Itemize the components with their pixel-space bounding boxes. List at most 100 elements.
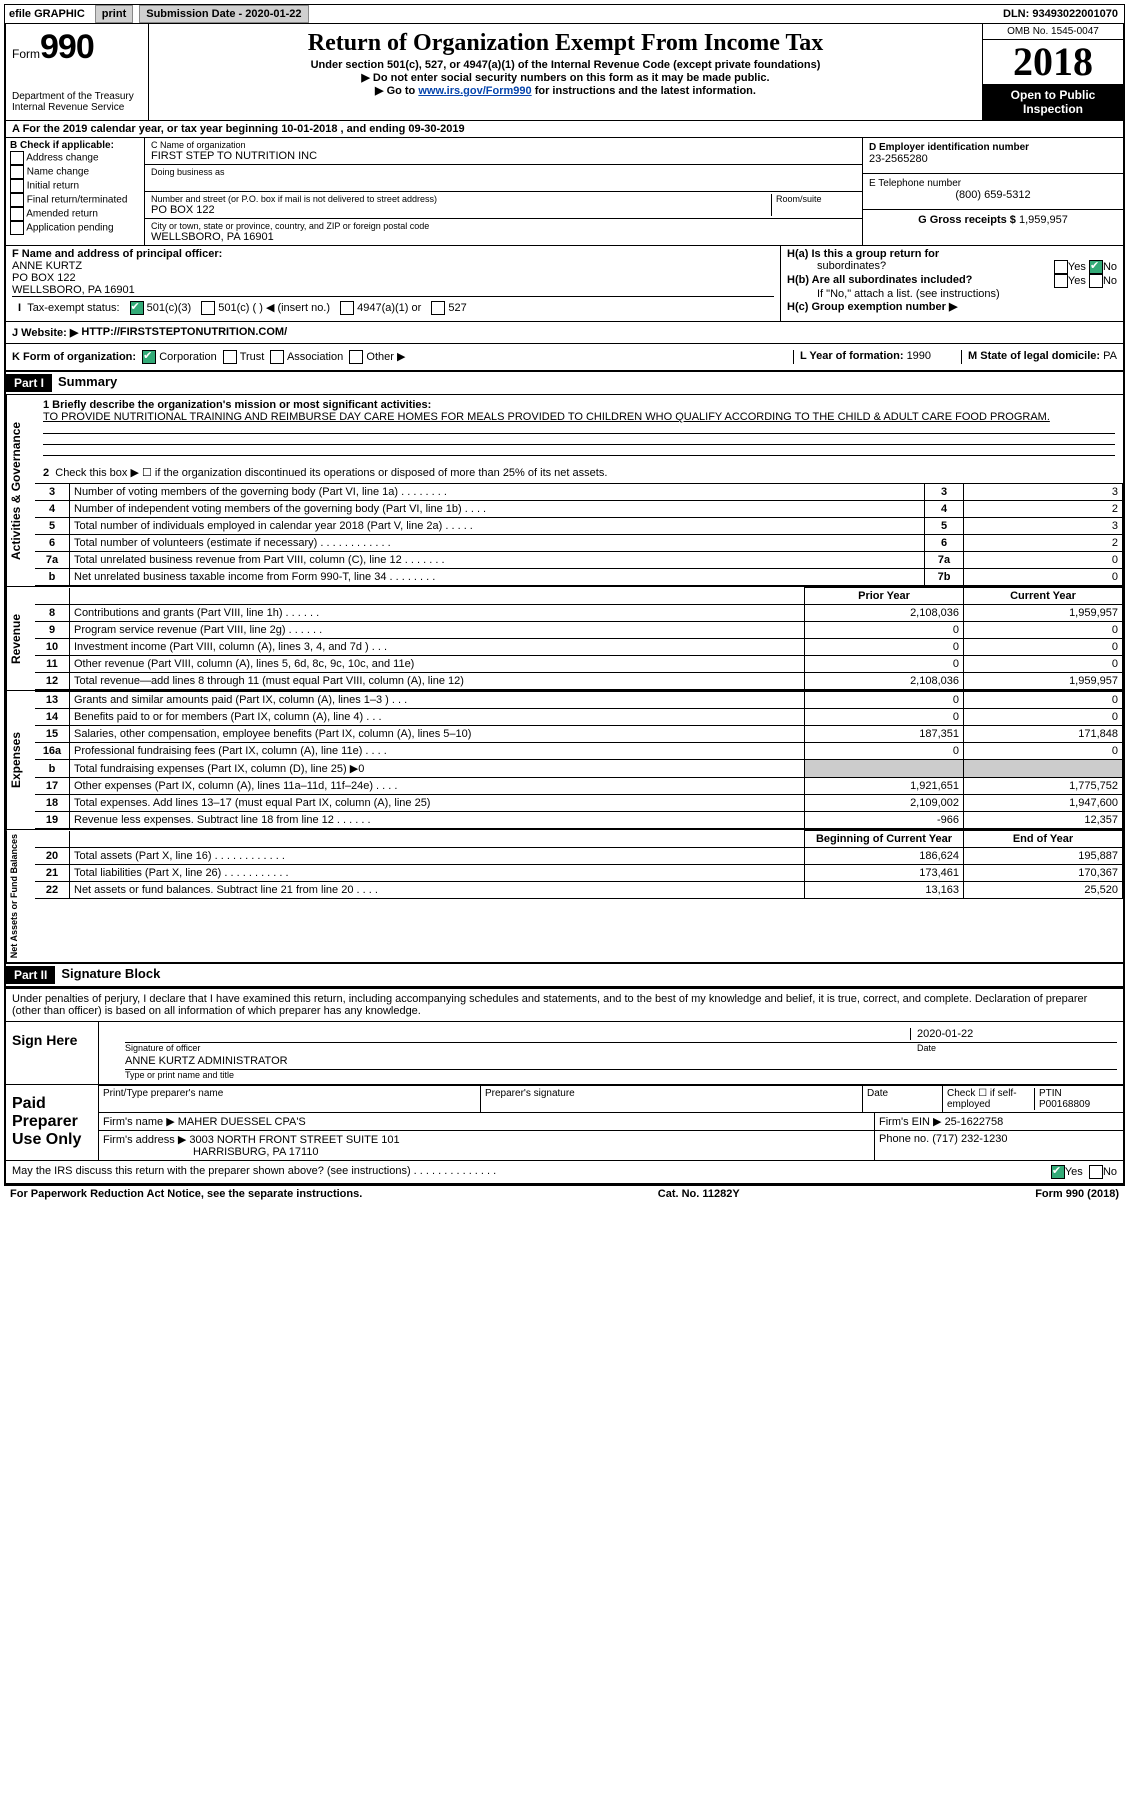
- dept-label: Department of the Treasury: [12, 91, 142, 102]
- section-f: F Name and address of principal officer:…: [6, 246, 780, 321]
- officer-name: ANNE KURTZ: [12, 260, 774, 272]
- sign-here-label: Sign Here: [6, 1022, 99, 1084]
- ha-yes[interactable]: [1054, 260, 1068, 274]
- submission-date-button[interactable]: Submission Date - 2020-01-22: [139, 5, 308, 23]
- sidebar-revenue: Revenue: [6, 587, 35, 690]
- officer-street: PO BOX 122: [12, 272, 774, 284]
- part1-title: Summary: [52, 374, 117, 392]
- section-c: C Name of organization FIRST STEP TO NUT…: [145, 138, 862, 245]
- tax-exempt-label: Tax-exempt status:: [27, 302, 119, 314]
- firm-ein: 25-1622758: [945, 1116, 1004, 1128]
- checkbox-address[interactable]: [10, 151, 24, 165]
- checkbox-amended[interactable]: [10, 207, 24, 221]
- section-b: B Check if applicable: Address change Na…: [6, 138, 145, 245]
- irs-label: Internal Revenue Service: [12, 102, 142, 113]
- topbar: efile GRAPHIC print Submission Date - 20…: [4, 4, 1125, 24]
- form-container: Form990 Department of the Treasury Inter…: [4, 24, 1125, 1185]
- form-id-block: Form990 Department of the Treasury Inter…: [6, 24, 149, 120]
- form-subtitle: Under section 501(c), 527, or 4947(a)(1)…: [153, 59, 978, 71]
- mission-text: TO PROVIDE NUTRITIONAL TRAINING AND REIM…: [43, 411, 1115, 423]
- paperwork-notice: For Paperwork Reduction Act Notice, see …: [10, 1188, 362, 1200]
- dln-label: DLN: 93493022001070: [997, 6, 1124, 22]
- dba-label: Doing business as: [151, 167, 856, 177]
- q1-label: 1 Briefly describe the organization's mi…: [43, 399, 431, 411]
- sidebar-netassets: Net Assets or Fund Balances: [6, 830, 35, 962]
- gross-label: G Gross receipts $: [918, 214, 1016, 226]
- part2-header: Part II: [6, 966, 55, 984]
- name-label: C Name of organization: [151, 140, 856, 150]
- table-activities: 3Number of voting members of the governi…: [35, 483, 1123, 586]
- checkbox-527[interactable]: [431, 301, 445, 315]
- chk-other[interactable]: [349, 350, 363, 364]
- firm-addr1: 3003 NORTH FRONT STREET SUITE 101: [189, 1134, 399, 1146]
- discuss-yes[interactable]: [1051, 1165, 1065, 1179]
- firm-phone: (717) 232-1230: [932, 1133, 1007, 1145]
- table-revenue: Prior YearCurrent Year8Contributions and…: [35, 587, 1123, 690]
- footer: For Paperwork Reduction Act Notice, see …: [4, 1185, 1125, 1202]
- form-prefix: Form: [12, 47, 40, 61]
- city-label: City or town, state or province, country…: [151, 221, 856, 231]
- checkbox-pending[interactable]: [10, 221, 24, 235]
- discuss-no[interactable]: [1089, 1165, 1103, 1179]
- section-h: H(a) Is this a group return for subordin…: [780, 246, 1123, 321]
- header-title-block: Return of Organization Exempt From Incom…: [149, 24, 982, 120]
- officer-label: F Name and address of principal officer:: [12, 248, 222, 260]
- checkbox-501c3[interactable]: [130, 301, 144, 315]
- hb-yes[interactable]: [1054, 274, 1068, 288]
- tax-year: 2018: [983, 40, 1123, 84]
- section-b-title: B Check if applicable:: [10, 140, 140, 151]
- checkbox-initial[interactable]: [10, 179, 24, 193]
- paid-preparer-label: Paid Preparer Use Only: [6, 1085, 99, 1160]
- discuss-text: May the IRS discuss this return with the…: [12, 1165, 1051, 1179]
- form-title: Return of Organization Exempt From Incom…: [153, 30, 978, 57]
- cat-no: Cat. No. 11282Y: [658, 1188, 740, 1200]
- checkbox-name[interactable]: [10, 165, 24, 179]
- officer-city: WELLSBORO, PA 16901: [12, 284, 774, 296]
- phone-value: (800) 659-5312: [869, 189, 1117, 201]
- section-de: D Employer identification number 23-2565…: [862, 138, 1123, 245]
- hb-no[interactable]: [1089, 274, 1103, 288]
- form-org-label: K Form of organization:: [12, 351, 136, 363]
- room-label: Room/suite: [776, 194, 856, 204]
- efile-label: efile GRAPHIC: [5, 6, 89, 22]
- checkbox-4947[interactable]: [340, 301, 354, 315]
- open-public-2: Inspection: [985, 102, 1121, 116]
- street-value: PO BOX 122: [151, 204, 771, 216]
- phone-label: E Telephone number: [869, 178, 1117, 189]
- street-label: Number and street (or P.O. box if mail i…: [151, 194, 771, 204]
- city-value: WELLSBORO, PA 16901: [151, 231, 856, 243]
- chk-assoc[interactable]: [270, 350, 284, 364]
- open-public-1: Open to Public: [985, 88, 1121, 102]
- note2-pre: ▶ Go to: [375, 85, 418, 97]
- website-value: HTTP://FIRSTSTEPTONUTRITION.COM/: [81, 326, 287, 339]
- part2-title: Signature Block: [55, 966, 160, 984]
- irs-link[interactable]: www.irs.gov/Form990: [418, 85, 531, 97]
- sidebar-expenses: Expenses: [6, 691, 35, 829]
- section-a: A For the 2019 calendar year, or tax yea…: [6, 121, 1123, 138]
- part1-header: Part I: [6, 374, 52, 392]
- firm-addr2: HARRISBURG, PA 17110: [103, 1146, 319, 1158]
- chk-trust[interactable]: [223, 350, 237, 364]
- firm-name: MAHER DUESSEL CPA'S: [178, 1116, 306, 1128]
- form-note1: ▶ Do not enter social security numbers o…: [153, 71, 978, 84]
- website-label: J Website: ▶: [12, 326, 78, 339]
- ptin-value: P00168809: [1039, 1099, 1090, 1110]
- omb-label: OMB No. 1545-0047: [983, 24, 1123, 40]
- ein-label: D Employer identification number: [869, 142, 1117, 153]
- ein-value: 23-2565280: [869, 153, 1117, 165]
- declaration-text: Under penalties of perjury, I declare th…: [6, 989, 1123, 1021]
- note2-post: for instructions and the latest informat…: [532, 85, 756, 97]
- sig-date: 2020-01-22: [910, 1028, 1117, 1040]
- print-button[interactable]: print: [95, 5, 133, 23]
- table-expenses: 13Grants and similar amounts paid (Part …: [35, 691, 1123, 829]
- table-netassets: Beginning of Current YearEnd of Year20To…: [35, 830, 1123, 899]
- q2-text: Check this box ▶ ☐ if the organization d…: [55, 467, 607, 479]
- chk-corp[interactable]: [142, 350, 156, 364]
- officer-sig-name: ANNE KURTZ ADMINISTRATOR: [125, 1055, 288, 1067]
- gross-value: 1,959,957: [1019, 214, 1068, 226]
- ha-no[interactable]: [1089, 260, 1103, 274]
- checkbox-501c[interactable]: [201, 301, 215, 315]
- form-number: 990: [40, 28, 94, 66]
- checkbox-final[interactable]: [10, 193, 24, 207]
- header-right-block: OMB No. 1545-0047 2018 Open to Public In…: [982, 24, 1123, 120]
